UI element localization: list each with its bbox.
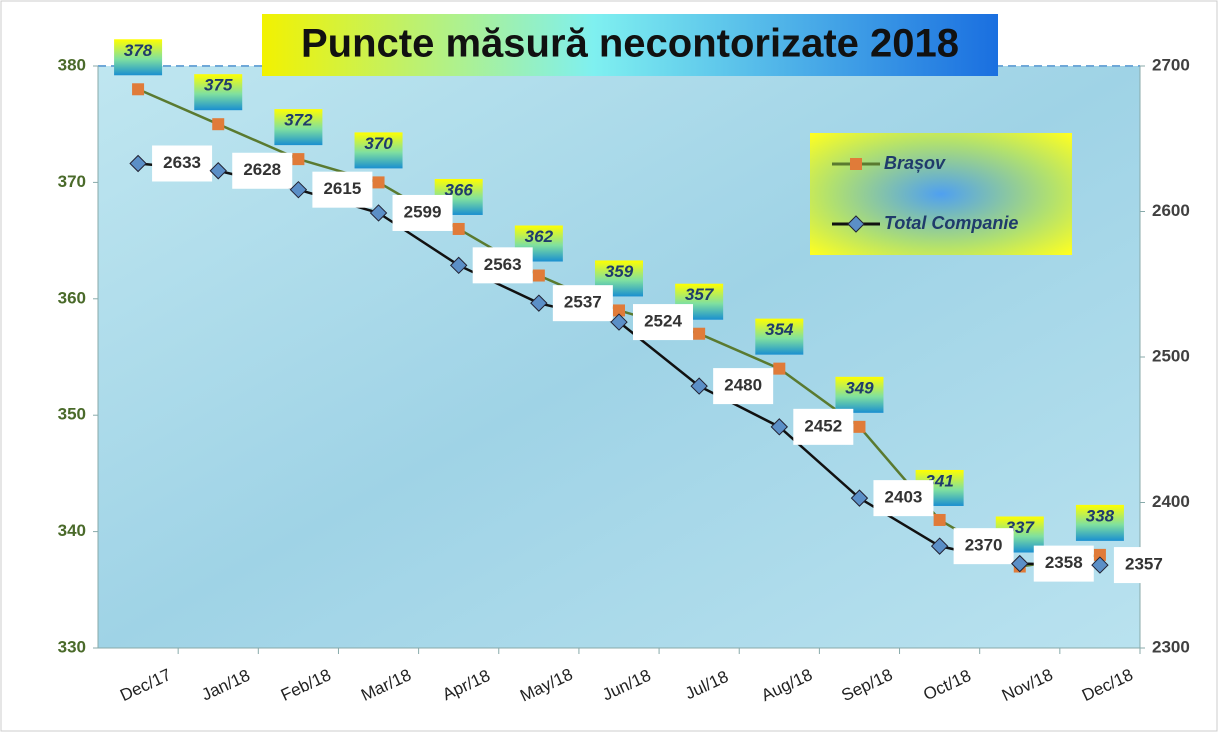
marker xyxy=(533,270,545,282)
data-label: 370 xyxy=(364,134,393,153)
data-label: 378 xyxy=(124,41,153,60)
data-label: 2599 xyxy=(404,202,442,221)
data-label: 338 xyxy=(1086,506,1115,525)
marker xyxy=(132,83,144,95)
data-label: 354 xyxy=(765,320,794,339)
chart-title: Puncte măsură necontorizate 2018 xyxy=(301,22,959,66)
data-label: 2358 xyxy=(1045,553,1083,572)
data-label: 359 xyxy=(605,262,634,281)
data-label: 357 xyxy=(685,285,715,304)
y2-tick-label: 2500 xyxy=(1152,346,1190,365)
data-label: 2537 xyxy=(564,293,602,312)
y-tick-label: 330 xyxy=(58,637,86,656)
y2-tick-label: 2300 xyxy=(1152,637,1190,656)
data-label: 2524 xyxy=(644,312,682,331)
legend-label: Brașov xyxy=(884,153,946,173)
y-tick-label: 360 xyxy=(58,288,86,307)
data-label: 2452 xyxy=(804,416,842,435)
chart: Puncte măsură necontorizate 2018 Brașov T… xyxy=(0,0,1218,732)
legend-label: Total Companie xyxy=(884,213,1018,233)
y-tick-label: 340 xyxy=(58,521,86,540)
marker xyxy=(934,514,946,526)
legend-marker xyxy=(850,158,862,170)
data-label: 2480 xyxy=(724,376,762,395)
marker xyxy=(693,328,705,340)
y2-tick-label: 2400 xyxy=(1152,492,1190,511)
data-label: 2563 xyxy=(484,255,522,274)
data-label: 2357 xyxy=(1125,555,1163,574)
data-label: 2403 xyxy=(885,488,923,507)
y2-tick-label: 2600 xyxy=(1152,201,1190,220)
marker xyxy=(212,118,224,130)
y-tick-label: 380 xyxy=(58,55,86,74)
data-label: 2370 xyxy=(965,536,1003,555)
data-label: 349 xyxy=(845,378,874,397)
data-label: 375 xyxy=(204,76,233,95)
data-label: 372 xyxy=(284,111,313,130)
marker xyxy=(373,176,385,188)
marker xyxy=(292,153,304,165)
data-label: 2628 xyxy=(243,160,281,179)
marker xyxy=(773,363,785,375)
legend: Brașov Total Companie xyxy=(810,133,1072,255)
data-label: 2633 xyxy=(163,153,201,172)
marker xyxy=(853,421,865,433)
data-label: 2615 xyxy=(323,179,361,198)
data-label: 362 xyxy=(525,227,554,246)
legend-box xyxy=(810,133,1072,255)
y-tick-label: 370 xyxy=(58,172,86,191)
y2-tick-label: 2700 xyxy=(1152,55,1190,74)
y-tick-label: 350 xyxy=(58,405,86,424)
marker xyxy=(453,223,465,235)
